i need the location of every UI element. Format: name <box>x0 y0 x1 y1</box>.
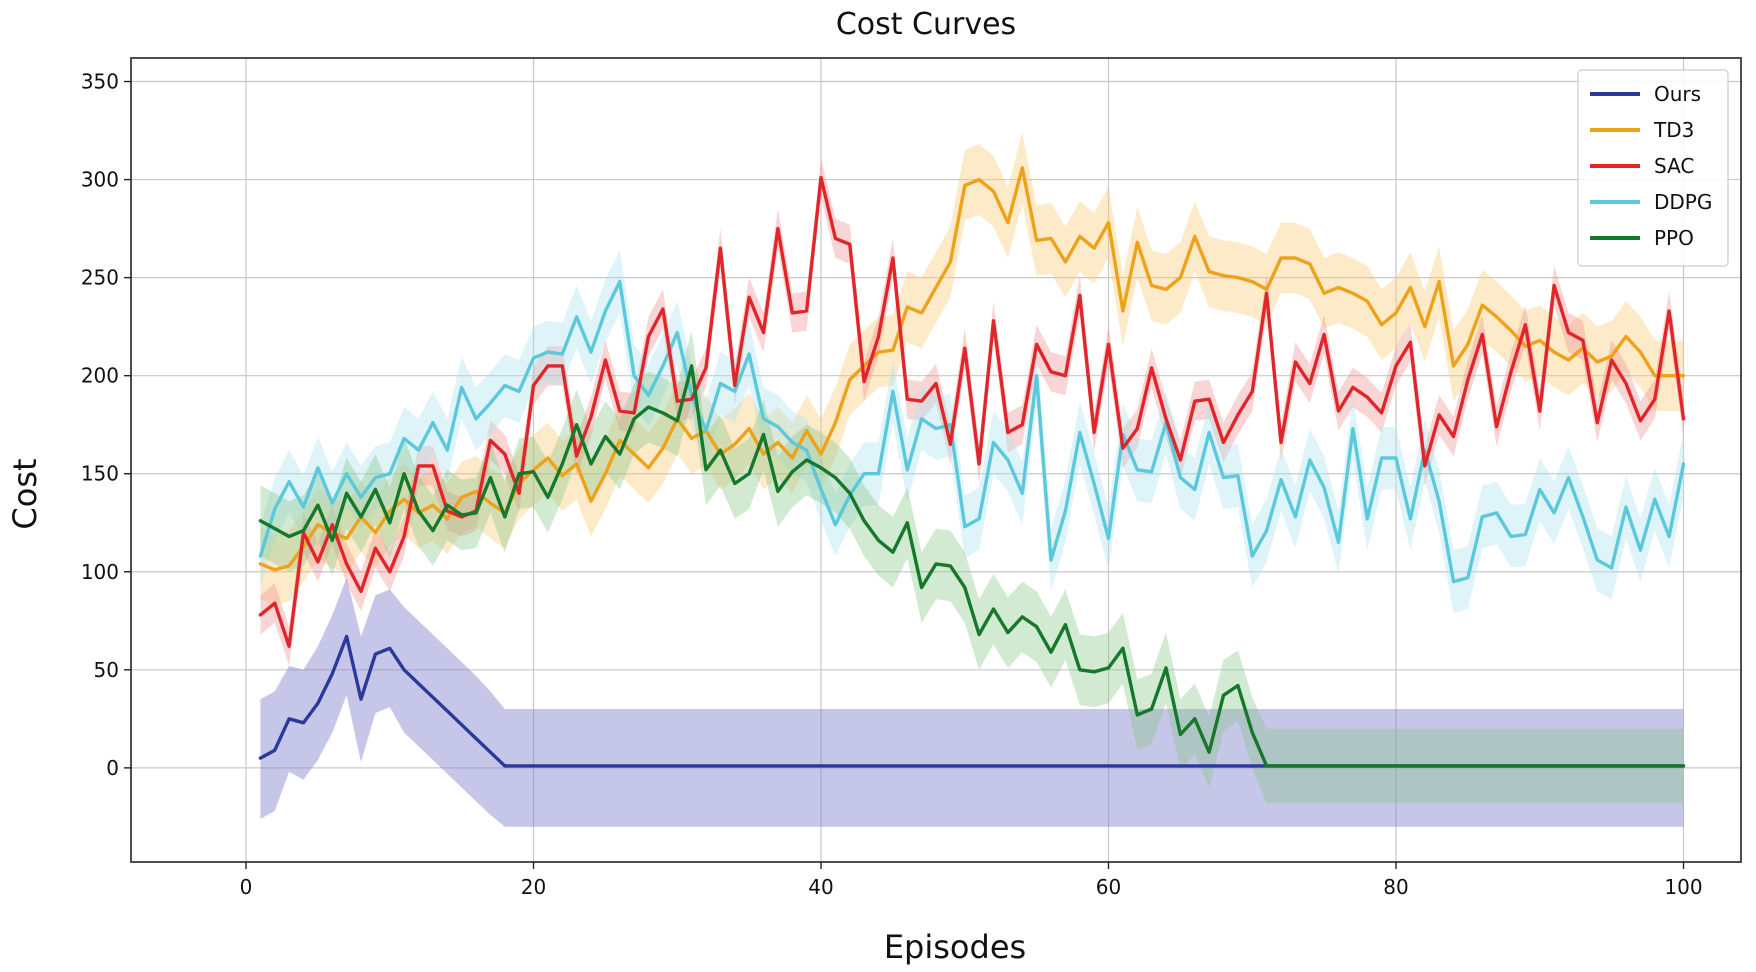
x-axis-title: Episodes <box>884 928 1026 966</box>
x-tick-label: 0 <box>240 875 253 899</box>
chart-title: Cost Curves <box>836 7 1016 42</box>
line-ppo <box>258 364 1686 768</box>
y-tick-label: 250 <box>81 266 119 290</box>
legend-label-td3: TD3 <box>1653 118 1694 142</box>
y-tick-label: 200 <box>81 364 119 388</box>
legend-label-sac: SAC <box>1654 154 1694 178</box>
series-lines <box>258 166 1686 768</box>
y-tick-label: 300 <box>81 168 119 192</box>
axis-ticks: 0 20 40 60 80 100 0 50 100 150 200 250 300 350 <box>81 70 1703 899</box>
y-tick-label: 100 <box>81 560 119 584</box>
x-tick-label: 60 <box>1096 875 1121 899</box>
y-axis-title: Cost <box>6 458 44 529</box>
line-ours <box>258 634 1686 768</box>
y-tick-label: 0 <box>106 756 119 780</box>
legend-label-ppo: PPO <box>1654 226 1694 250</box>
x-tick-label: 80 <box>1383 875 1408 899</box>
x-tick-label: 40 <box>808 875 833 899</box>
x-tick-label: 100 <box>1664 875 1702 899</box>
line-td3 <box>258 166 1686 572</box>
y-tick-label: 50 <box>94 658 119 682</box>
plot-frame <box>130 57 1742 863</box>
legend-label-ours: Ours <box>1654 82 1701 106</box>
line-ddpg <box>258 279 1686 584</box>
y-tick-label: 150 <box>81 462 119 486</box>
x-tick-label: 20 <box>521 875 546 899</box>
legend: Ours TD3 SAC DDPG PPO <box>1577 69 1729 267</box>
legend-label-ddpg: DDPG <box>1654 190 1712 214</box>
band-ddpg <box>260 250 1684 613</box>
confidence-bands <box>260 132 1684 827</box>
line-sac <box>258 175 1686 648</box>
legend-box <box>1577 69 1729 267</box>
y-tick-label: 350 <box>81 70 119 94</box>
